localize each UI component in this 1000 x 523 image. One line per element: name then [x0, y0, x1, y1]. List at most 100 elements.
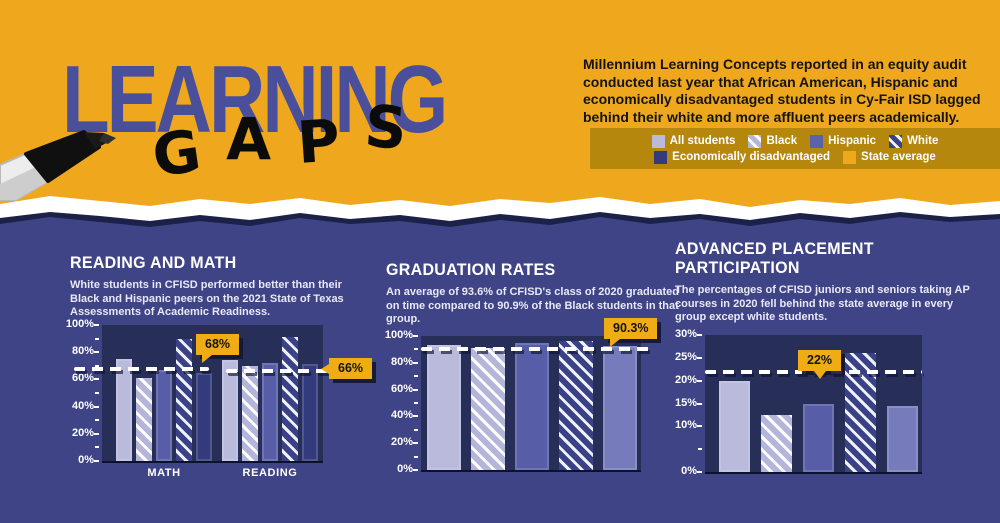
title-gaps: GAPS	[148, 92, 435, 190]
state-average-callout: 22%	[798, 350, 842, 379]
title-gaps-letter: G	[148, 112, 231, 191]
legend-row: Economically disadvantaged State average	[654, 150, 936, 164]
bar-hispanic	[262, 363, 278, 461]
y-axis-label: 60%	[71, 372, 94, 385]
y-axis-tick	[414, 402, 418, 404]
y-axis-label: 20%	[674, 373, 697, 386]
y-axis-tick	[414, 455, 418, 458]
section-reading-math: READING AND MATH White students in CFISD…	[70, 254, 366, 320]
y-axis-tick	[413, 361, 418, 364]
state-average-callout: 90.3%	[604, 318, 658, 347]
bar-white	[559, 340, 593, 470]
y-axis-tick	[413, 415, 418, 418]
legend-swatch-hispanic-icon	[810, 134, 824, 148]
section-description: White students in CFISD performed better…	[70, 279, 344, 318]
y-axis-label: 100%	[65, 318, 94, 330]
y-axis-tick	[697, 425, 702, 428]
chart-plot: 0% 10% 15% 20% 25% 30% 22%	[675, 328, 922, 477]
y-axis-tick	[413, 469, 418, 471]
bar-black	[471, 348, 505, 470]
y-axis-tick	[413, 388, 418, 391]
y-axis-tick	[697, 402, 702, 405]
legend-label: Black	[766, 135, 798, 147]
state-average-line	[74, 366, 209, 371]
y-axis-label: 25%	[674, 350, 697, 363]
intro-text: Millennium Learning Concepts reported in…	[583, 56, 981, 125]
bar-hispanic	[156, 369, 172, 461]
y-axis-tick	[95, 419, 99, 422]
x-axis-group-label: MATH	[147, 467, 181, 479]
legend-label: State average	[861, 151, 936, 163]
bar-white	[176, 338, 192, 461]
y-axis-label: 0%	[681, 465, 697, 477]
legend-swatch-black-icon	[748, 134, 762, 148]
legend-item: All students	[651, 134, 736, 148]
legend-swatch-state-icon	[843, 150, 857, 164]
y-axis-tick	[413, 335, 418, 337]
bar-all-students	[427, 344, 461, 470]
section-ap-participation: ADVANCED PLACEMENT PARTICIPATION The per…	[675, 240, 977, 325]
y-axis-tick	[94, 378, 99, 381]
bar-economically-disadvantaged	[887, 405, 918, 472]
y-axis-tick	[697, 356, 702, 359]
section-title: GRADUATION RATES	[386, 261, 556, 279]
y-axis-label: 60%	[390, 382, 413, 395]
y-axis-tick	[94, 324, 99, 326]
y-axis-tick	[697, 334, 702, 336]
bar-black	[136, 378, 152, 461]
y-axis-label: 100%	[384, 329, 413, 341]
state-average-line	[226, 369, 331, 374]
bar-white	[282, 337, 298, 461]
y-axis-tick	[698, 448, 702, 451]
legend-swatch-all-icon	[651, 134, 665, 148]
bar-hispanic	[515, 343, 549, 470]
legend-item: White	[889, 134, 939, 148]
section-title: ADVANCED PLACEMENT PARTICIPATION	[675, 240, 874, 277]
bar-economically-disadvantaged	[302, 364, 318, 461]
y-axis-tick	[94, 432, 99, 435]
y-axis-tick	[414, 375, 418, 378]
bar-all-students	[116, 359, 132, 461]
y-axis-tick	[95, 446, 99, 449]
bar-economically-disadvantaged	[603, 346, 637, 470]
chart-plot: 0% 20% 40% 60% 80% 100% 90.3%	[385, 318, 658, 475]
legend-swatch-econ-icon	[654, 150, 668, 164]
legend-label: Economically disadvantaged	[672, 151, 831, 163]
y-axis-tick	[95, 392, 99, 394]
x-axis-group-label: READING	[242, 467, 298, 479]
y-axis-label: 40%	[71, 399, 94, 412]
y-axis-tick	[94, 351, 99, 354]
legend-item: Black	[748, 134, 798, 148]
y-axis-label: 30%	[674, 328, 697, 340]
legend-label: White	[907, 135, 939, 147]
y-axis-label: 0%	[78, 454, 94, 466]
section-title: READING AND MATH	[70, 254, 237, 272]
y-axis-label: 0%	[397, 463, 413, 475]
y-axis-tick	[414, 428, 418, 431]
chart-plot: 0% 20% 40% 60% 80% 100% MATH READING 68% 66%	[66, 318, 373, 479]
y-axis-tick	[95, 337, 99, 340]
bar-hispanic	[803, 403, 834, 472]
bar-all-students	[222, 360, 238, 461]
legend-item: Economically disadvantaged	[654, 150, 831, 164]
y-axis-label: 20%	[71, 426, 94, 439]
title-learning: LEARNING	[62, 45, 448, 153]
section-graduation-rates: GRADUATION RATES An average of 93.6% of …	[386, 261, 688, 327]
title-gaps-letter: S	[362, 92, 435, 165]
y-axis-tick	[697, 471, 702, 473]
bar-black	[242, 365, 258, 461]
state-average-callout: 68%	[196, 334, 240, 363]
y-axis-tick	[94, 460, 99, 462]
y-axis-label: 80%	[71, 345, 94, 358]
legend-label: All students	[669, 135, 736, 147]
legend-item: State average	[843, 150, 936, 164]
title-gaps-letter: A	[225, 105, 297, 174]
y-axis-label: 20%	[390, 436, 413, 449]
y-axis-tick	[413, 442, 418, 445]
title-gaps-letter: P	[294, 104, 368, 177]
legend: All students Black Hispanic White Economical…	[590, 128, 1000, 169]
bar-all-students	[719, 380, 750, 472]
y-axis-tick	[94, 405, 99, 408]
bar-black	[761, 414, 792, 472]
